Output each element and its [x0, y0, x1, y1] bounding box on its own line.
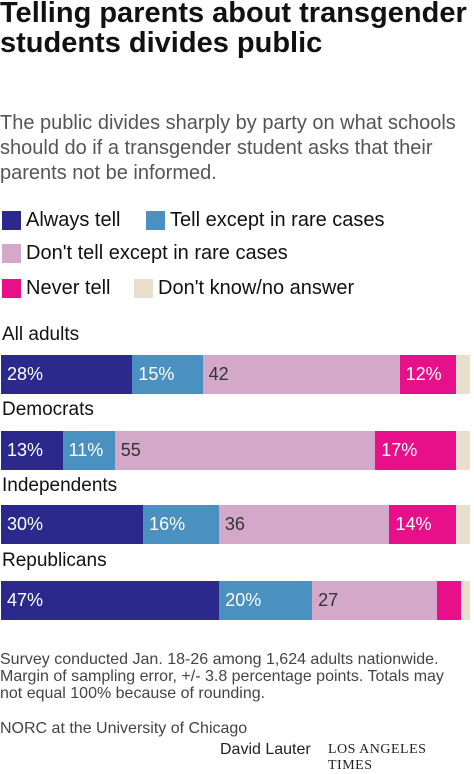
- data-label-independents-never: 14%: [395, 514, 432, 534]
- bar-independents-rare: 16%: [143, 505, 219, 544]
- data-label-republicans-rare: 20%: [225, 590, 262, 610]
- legend-swatch-always-tell: [2, 211, 21, 230]
- legend-label-dont-tell-except: Don't tell except in rare cases: [26, 242, 288, 264]
- bar-republicans-rare: 20%: [219, 581, 313, 620]
- bar-row-republicans: 47% 20% 27: [1, 581, 470, 620]
- bar-republicans-dk: [460, 581, 470, 620]
- bar-democrats-dont: 55: [114, 431, 376, 470]
- bar-democrats-never: 17%: [375, 431, 456, 470]
- bar-row-all-adults: 28% 15% 42 12%: [1, 355, 470, 394]
- data-label-democrats-always: 13%: [7, 440, 44, 460]
- legend-item-dont-tell-except: Don't tell except in rare cases: [2, 242, 288, 265]
- legend-label-always-tell: Always tell: [26, 209, 121, 231]
- brand-logo: LOS ANGELES TIMES: [328, 742, 427, 773]
- legend-swatch-tell-except: [146, 211, 165, 230]
- bar-all-adults-dont: 42: [202, 355, 400, 394]
- bar-independents-dk: [455, 505, 470, 544]
- bar-all-adults-always: 28%: [1, 355, 133, 394]
- legend-item-dont-know: Don't know/no answer: [134, 277, 354, 300]
- bar-all-adults-dk: [455, 355, 470, 394]
- data-label-independents-rare: 16%: [149, 514, 186, 534]
- group-label-democrats: Democrats: [2, 399, 94, 420]
- data-label-democrats-dont: 55: [120, 440, 141, 460]
- legend: Always tell Tell except in rare cases Do…: [0, 205, 474, 315]
- bar-republicans-never: [437, 581, 461, 620]
- bar-independents-dont: 36: [218, 505, 390, 544]
- data-label-republicans-always: 47%: [7, 590, 44, 610]
- legend-item-never-tell: Never tell: [2, 277, 110, 300]
- bar-all-adults-never: 12%: [399, 355, 456, 394]
- legend-item-tell-except: Tell except in rare cases: [146, 209, 385, 232]
- survey-notes: Survey conducted Jan. 18-26 among 1,624 …: [0, 651, 444, 702]
- bar-independents-always: 30%: [1, 505, 144, 544]
- data-label-all-adults-always: 28%: [7, 364, 44, 384]
- data-label-democrats-rare: 11%: [68, 440, 104, 460]
- bar-republicans-always: 47%: [1, 581, 220, 620]
- source: NORC at the University of Chicago: [0, 720, 248, 737]
- bar-row-independents: 30% 16% 36 14%: [1, 505, 470, 544]
- data-label-all-adults-never: 12%: [405, 364, 442, 384]
- legend-label-tell-except: Tell except in rare cases: [170, 209, 385, 231]
- bar-independents-never: 14%: [389, 505, 456, 544]
- group-label-all-adults: All adults: [2, 324, 80, 345]
- data-label-independents-dont: 36: [224, 514, 245, 534]
- bar-all-adults-rare: 15%: [132, 355, 203, 394]
- legend-swatch-dont-know: [134, 279, 153, 298]
- bar-republicans-dont: 27: [312, 581, 438, 620]
- byline: David Lauter: [220, 741, 311, 758]
- bar-democrats-dk: [455, 431, 470, 470]
- legend-item-always-tell: Always tell: [2, 209, 120, 232]
- legend-label-never-tell: Never tell: [26, 277, 111, 299]
- group-label-republicans: Republicans: [2, 550, 107, 571]
- legend-swatch-dont-tell-except: [2, 244, 21, 263]
- data-label-all-adults-dont: 42: [208, 364, 229, 384]
- group-label-independents: Independents: [2, 475, 118, 496]
- data-label-independents-always: 30%: [7, 514, 44, 534]
- bar-democrats-always: 13%: [1, 431, 63, 470]
- data-label-republicans-dont: 27: [318, 590, 339, 610]
- legend-label-dont-know: Don't know/no answer: [158, 277, 355, 299]
- data-label-all-adults-rare: 15%: [138, 364, 175, 384]
- legend-swatch-never-tell: [2, 279, 21, 298]
- chart-title: Telling parents about transgender studen…: [0, 0, 467, 59]
- bar-democrats-rare: 11%: [62, 431, 115, 470]
- chart-subtitle: The public divides sharply by party on w…: [0, 112, 456, 184]
- data-label-democrats-never: 17%: [381, 440, 418, 460]
- bar-row-democrats: 13% 11% 55 17%: [1, 431, 470, 470]
